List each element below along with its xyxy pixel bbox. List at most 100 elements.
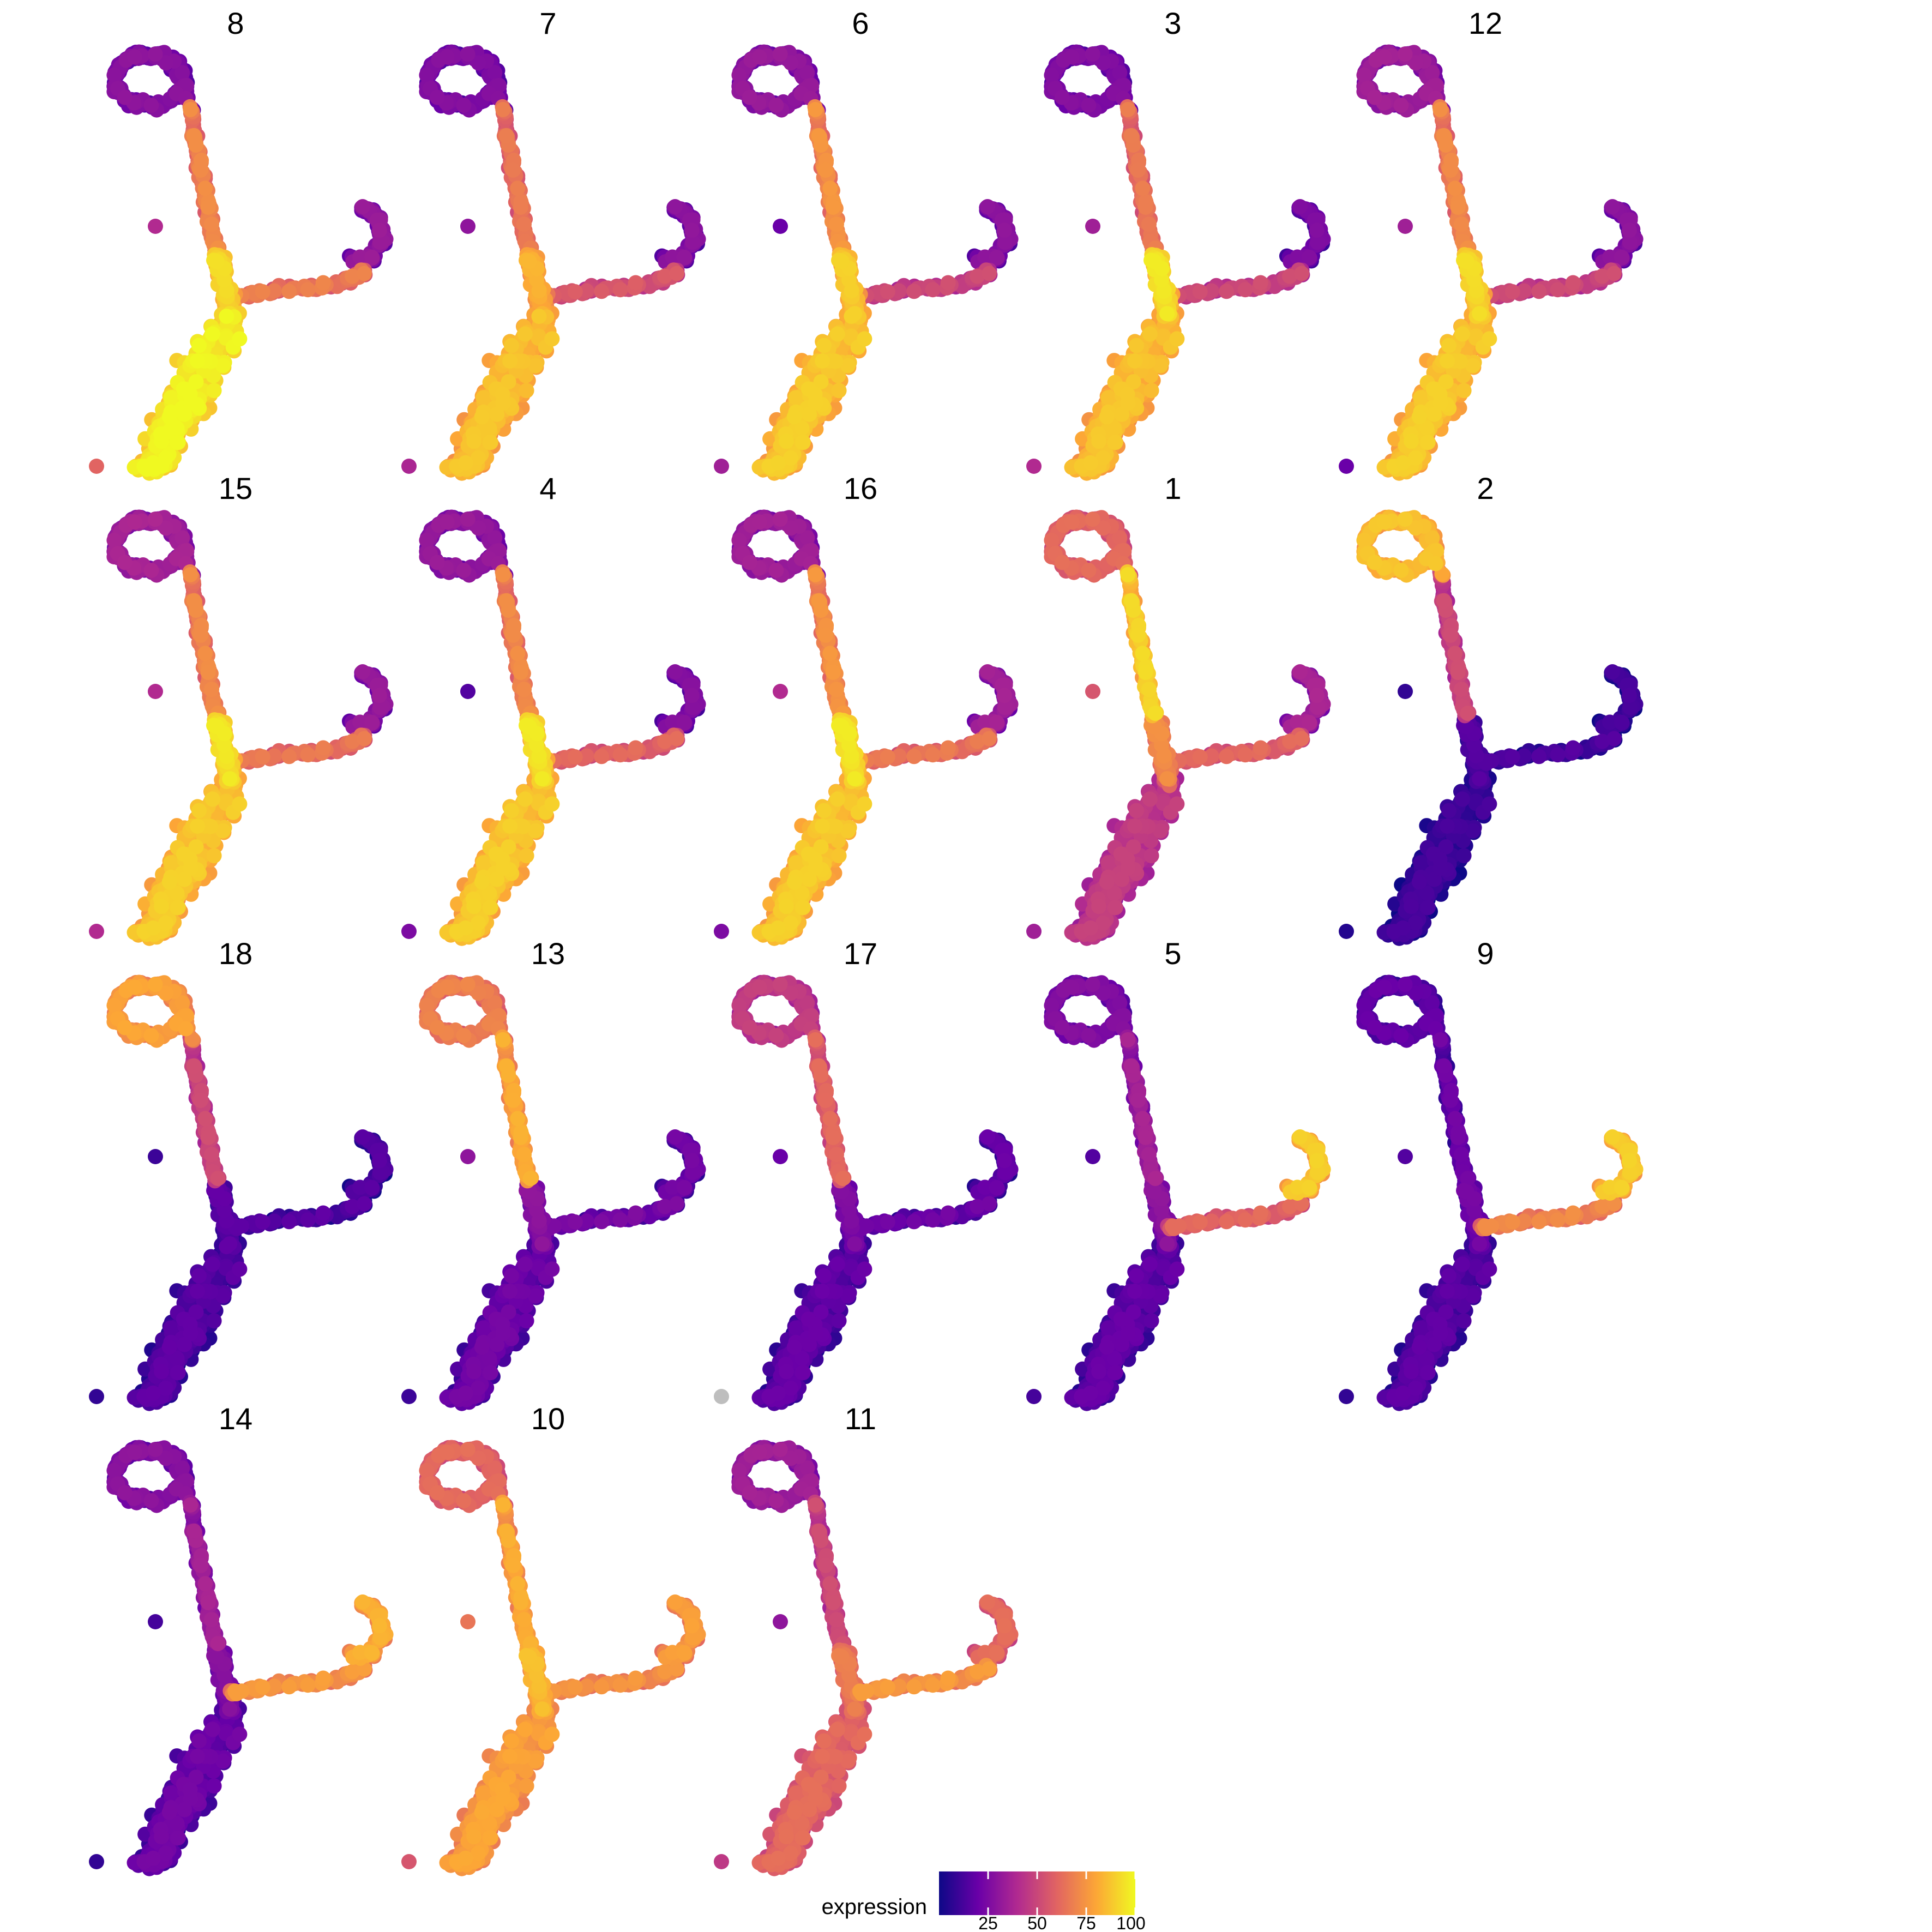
cell-point — [816, 338, 832, 353]
cell-point — [476, 390, 491, 406]
cell-point — [751, 49, 767, 65]
cell-point — [925, 282, 941, 298]
facet-panel-12: 12 — [1339, 6, 1644, 481]
cell-point — [300, 282, 316, 298]
cell-point — [1064, 49, 1080, 65]
cell-point — [1397, 46, 1413, 62]
cell-point — [174, 65, 190, 81]
cell-point — [1108, 435, 1123, 450]
cell-point — [1301, 249, 1317, 265]
cell-point — [186, 128, 202, 143]
cell-point — [1192, 284, 1208, 299]
cell-point — [1081, 98, 1097, 113]
cell-point — [1621, 222, 1637, 238]
cell-point — [880, 284, 895, 299]
cell-point — [808, 101, 823, 117]
cell-point — [255, 284, 270, 299]
cell-point — [676, 249, 692, 265]
facet-title: 3 — [1164, 6, 1181, 40]
cell-point — [788, 390, 804, 406]
cell-point — [815, 353, 830, 369]
cell-point — [831, 383, 847, 399]
cell-point — [106, 67, 122, 83]
cell-point — [1141, 216, 1157, 232]
cell-point — [154, 458, 170, 474]
cell-point — [1482, 331, 1497, 347]
cell-point — [1376, 49, 1392, 65]
cell-point — [266, 283, 282, 299]
cell-point — [1169, 331, 1185, 347]
cell-point — [667, 199, 683, 214]
cell-point — [163, 390, 179, 406]
cell-point — [1100, 390, 1116, 406]
cell-point — [1085, 219, 1100, 234]
cell-point — [1367, 89, 1382, 105]
facet-title: 6 — [852, 6, 869, 40]
cell-point — [1292, 199, 1308, 214]
cell-point — [183, 101, 198, 117]
cell-point — [232, 331, 248, 347]
cell-point — [628, 275, 643, 291]
cell-point — [786, 409, 802, 425]
cell-point — [193, 162, 209, 178]
cell-point — [429, 89, 445, 105]
cell-point — [200, 200, 216, 215]
cell-point — [148, 219, 163, 234]
facet-panel-6: 6 — [714, 6, 1019, 481]
cell-point — [460, 219, 476, 234]
cell-point — [989, 249, 1004, 265]
cell-point — [1120, 101, 1136, 117]
cell-point — [471, 55, 486, 71]
cell-point — [371, 222, 387, 238]
cell-point — [1454, 326, 1470, 342]
cell-point — [1294, 266, 1310, 281]
facet-panel-8: 8 — [89, 6, 394, 481]
cell-point — [1253, 275, 1268, 291]
cell-point — [204, 216, 219, 232]
cell-point — [1120, 395, 1136, 411]
cell-point — [474, 409, 490, 425]
cell-point — [188, 374, 204, 390]
cell-point — [197, 180, 213, 196]
cell-point — [127, 49, 142, 65]
cell-point — [206, 383, 222, 399]
cell-point — [219, 309, 234, 324]
cell-point — [1614, 249, 1629, 265]
cell-point — [768, 98, 784, 113]
cell-point — [1411, 409, 1427, 425]
cell-point — [516, 216, 532, 232]
cell-point — [1054, 89, 1070, 105]
cell-point — [487, 65, 503, 81]
cell-point — [1137, 200, 1153, 215]
cell-point — [495, 101, 511, 117]
cell-point — [504, 338, 519, 353]
cell-point — [811, 128, 827, 143]
facet-panel-3: 3 — [1026, 6, 1331, 481]
cell-point — [1433, 395, 1448, 411]
cell-point — [315, 275, 331, 291]
cell-point — [495, 395, 511, 411]
cell-point — [1404, 434, 1419, 449]
cell-point — [483, 435, 498, 450]
cell-point — [996, 222, 1012, 238]
cell-point — [502, 353, 517, 369]
cell-point — [498, 128, 514, 143]
cell-point — [1454, 216, 1469, 232]
cell-point — [364, 249, 380, 265]
cell-point — [1339, 459, 1354, 474]
cell-point — [1605, 199, 1620, 214]
cell-point — [466, 434, 482, 449]
cell-point — [1472, 306, 1488, 322]
cell-point — [1099, 409, 1115, 425]
cell-point — [1129, 338, 1144, 353]
cell-point — [1026, 459, 1042, 474]
cell-point — [714, 459, 729, 474]
cell-point — [1459, 254, 1474, 269]
cell-point — [795, 435, 811, 450]
cell-point — [190, 353, 205, 369]
cell-point — [401, 459, 417, 474]
cell-point — [1135, 180, 1151, 196]
cell-point — [731, 67, 747, 83]
cell-point — [1044, 67, 1060, 83]
